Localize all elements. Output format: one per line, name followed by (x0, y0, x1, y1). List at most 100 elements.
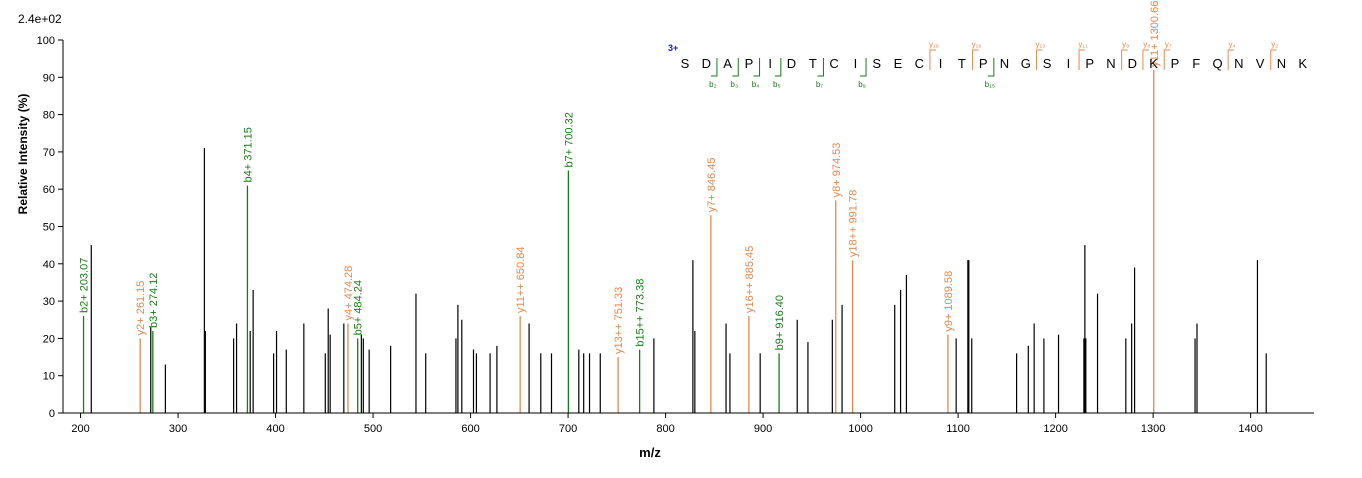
y-tick-label: 10 (43, 371, 55, 383)
y-tick-label: 20 (43, 333, 55, 345)
residue: A (723, 56, 732, 71)
y-tick-label: 80 (43, 110, 55, 122)
residue: I (939, 56, 943, 71)
y-fragment-mark (1227, 49, 1235, 70)
intensity-scale-label: 2.4e+02 (18, 12, 62, 26)
y-fragment-label: y₉ (1122, 40, 1129, 49)
residue: N (1106, 56, 1115, 71)
peak-label: y8+ 974.53 (831, 143, 843, 198)
b-fragment-mark (987, 58, 995, 77)
residue: T (958, 56, 966, 71)
y-tick-label: 50 (43, 222, 55, 234)
y-fragment-mark (1078, 49, 1086, 70)
x-tick-label: 1200 (1043, 423, 1067, 435)
y-fragment-mark (929, 49, 936, 70)
x-tick-label: 800 (656, 423, 674, 435)
y-fragment-mark (1142, 49, 1149, 70)
residue: F (1192, 56, 1200, 71)
b-fragment-label: b₅ (773, 80, 781, 89)
b-fragment-mark (774, 58, 782, 77)
y-fragment-label: y₁₃ (1035, 40, 1045, 49)
y-fragment-label: y₄ (1229, 40, 1236, 49)
peak-label: b3+ 274.12 (148, 273, 160, 328)
residue: G (1021, 56, 1031, 71)
peak-label: b9+ 916.40 (774, 295, 786, 350)
b-fragment-mark (860, 58, 867, 77)
x-tick-label: 300 (169, 423, 187, 435)
peak-label: y11+ 1300.66 (1149, 1, 1161, 67)
peak-label: b4+ 371.15 (242, 127, 254, 182)
residue: K (1149, 56, 1158, 71)
residue: D (787, 56, 796, 71)
residue: C (915, 56, 924, 71)
residue: S (872, 56, 881, 71)
b-fragment-mark (817, 58, 824, 77)
y-fragment-label: y₁₆ (972, 40, 982, 49)
residue: N (1000, 56, 1009, 71)
x-tick-label: 700 (559, 423, 577, 435)
x-tick-label: 1400 (1238, 423, 1262, 435)
b-fragment-label: b₇ (816, 80, 823, 89)
residue: S (681, 56, 690, 71)
y-fragment-label: y₂ (1271, 40, 1278, 49)
y-fragment-mark (1163, 49, 1171, 70)
residue: P (745, 56, 754, 71)
b-fragment-label: b₁₅ (985, 80, 995, 89)
x-axis-title: m/z (639, 445, 661, 460)
y-fragment-label: y₈ (1143, 40, 1150, 49)
residue: I (1067, 56, 1071, 71)
charge-state: 3+ (668, 43, 678, 53)
peak-label: y16++ 885.45 (744, 246, 756, 313)
residue: S (1043, 56, 1052, 71)
peak-label: b15++ 773.38 (635, 279, 647, 347)
residue: I (768, 56, 772, 71)
residue: Q (1212, 56, 1222, 71)
b-fragment-label: b₄ (752, 80, 760, 89)
y-fragment-label: y₇ (1165, 40, 1172, 49)
y-fragment-mark (1121, 49, 1128, 70)
peak-label: y18++ 991.78 (848, 190, 860, 257)
b-fragment-mark (710, 58, 718, 77)
b-fragment-label: b₉ (858, 80, 866, 89)
peak-label: y7+ 846.45 (706, 158, 718, 213)
residue: V (1256, 56, 1265, 71)
x-tick-label: 1100 (946, 423, 970, 435)
y-tick-label: 70 (43, 147, 55, 159)
b-fragment-mark (753, 58, 761, 77)
y-axis-title: Relative Intensity (%) (16, 94, 30, 215)
x-tick-label: 1000 (848, 423, 872, 435)
residue: N (1234, 56, 1243, 71)
y-tick-label: 90 (43, 72, 55, 84)
x-tick-label: 400 (266, 423, 284, 435)
peak-label: b7+ 700.32 (563, 112, 575, 167)
y-fragment-mark (1035, 49, 1043, 70)
x-tick-label: 200 (71, 423, 89, 435)
residue: P (979, 56, 988, 71)
residue: D (1128, 56, 1137, 71)
peak-label: y11++ 650.84 (515, 247, 527, 313)
y-fragment-mark (972, 49, 979, 70)
peak-label: y9+ 1089.58 (943, 271, 955, 332)
residue: C (829, 56, 838, 71)
y-fragment-label: y₁₁ (1078, 40, 1088, 49)
y-tick-label: 40 (43, 259, 55, 271)
b-fragment-label: b₃ (730, 80, 738, 89)
residue: P (1171, 56, 1180, 71)
residue: K (1298, 56, 1307, 71)
y-tick-label: 0 (49, 408, 55, 420)
y-fragment-mark (1270, 49, 1277, 70)
b-fragment-label: b₂ (709, 80, 717, 89)
x-tick-label: 900 (754, 423, 772, 435)
peak-label: y13++ 751.33 (613, 287, 625, 354)
x-tick-label: 500 (364, 423, 382, 435)
residue: E (894, 56, 903, 71)
y-fragment-label: y₁₈ (929, 40, 939, 49)
peak-label: b5+ 484.24 (353, 280, 365, 335)
peak-label: y2+ 261.15 (135, 281, 147, 336)
peak-label: y4+ 474.28 (343, 266, 355, 321)
residue: N (1277, 56, 1286, 71)
residue: T (809, 56, 817, 71)
x-tick-label: 600 (461, 423, 479, 435)
